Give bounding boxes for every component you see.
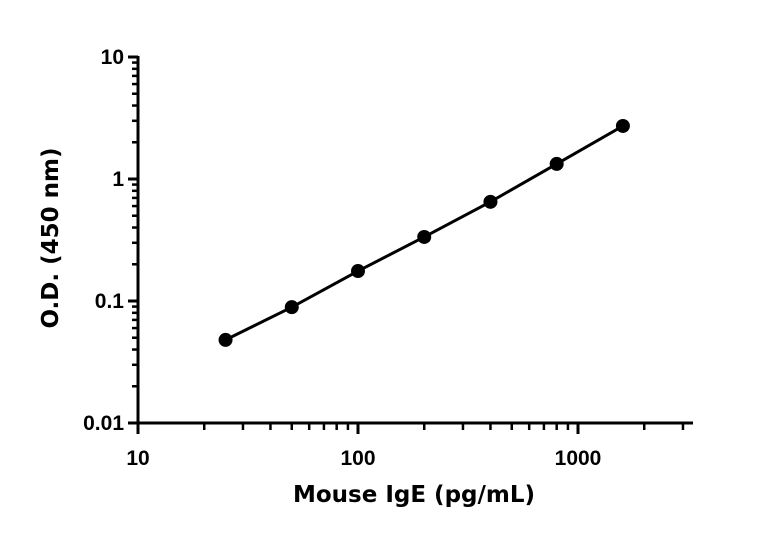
x-tick-label: 100 [340, 447, 375, 470]
y-axis-title: O.D. (450 nm) [38, 147, 64, 328]
data-point [417, 229, 432, 244]
y-tick-label: 0.1 [95, 290, 125, 313]
y-tick-label: 10 [101, 46, 124, 69]
data-point [615, 118, 630, 133]
y-tick-label: 1 [112, 168, 124, 191]
data-point [218, 332, 233, 347]
data-point [351, 264, 365, 279]
series-markers [218, 118, 630, 347]
data-point [284, 300, 299, 315]
y-tick-label: 0.01 [83, 412, 124, 435]
x-tick-label: 10 [126, 447, 149, 470]
x-axis-major-ticks [136, 423, 580, 434]
x-axis-title: Mouse IgE (pg/mL) [293, 482, 535, 508]
y-axis-major-ticks [128, 55, 138, 425]
data-point [483, 194, 498, 209]
x-tick-label: 1000 [555, 447, 602, 470]
data-point [549, 156, 564, 171]
